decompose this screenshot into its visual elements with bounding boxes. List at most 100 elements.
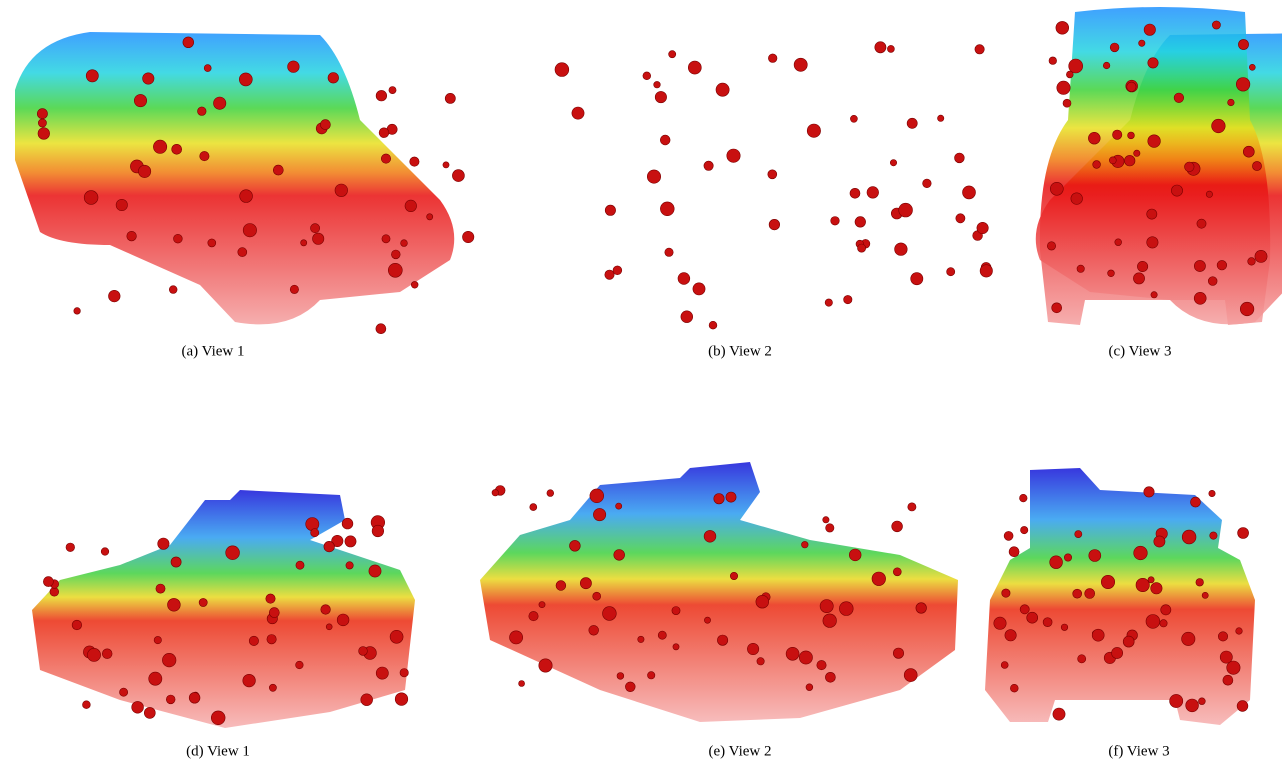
point-marker [1151, 292, 1157, 298]
point-marker [593, 592, 601, 600]
point-marker [1075, 531, 1082, 538]
point-marker [648, 672, 655, 679]
point-marker [823, 614, 837, 628]
point-marker [1057, 81, 1070, 94]
point-marker [120, 688, 128, 696]
point-marker [893, 648, 903, 658]
point-marker [672, 607, 680, 615]
point-marker [625, 682, 635, 692]
point-marker [400, 669, 408, 677]
point-marker [726, 492, 736, 502]
point-marker [405, 200, 417, 212]
point-marker [1124, 155, 1135, 166]
point-marker [826, 524, 834, 532]
point-marker [1171, 185, 1182, 196]
point-marker [1134, 546, 1148, 560]
point-marker [1137, 261, 1147, 271]
point-marker [204, 65, 211, 72]
point-marker [1147, 209, 1157, 219]
point-marker [1113, 130, 1122, 139]
point-marker [1123, 636, 1134, 647]
point-marker [390, 630, 403, 643]
point-marker [730, 572, 737, 579]
point-marker [875, 42, 886, 53]
point-marker [401, 240, 408, 247]
point-marker [1249, 64, 1255, 70]
point-marker [1174, 93, 1184, 103]
point-marker [605, 270, 614, 279]
point-marker [382, 235, 390, 243]
point-marker [1228, 99, 1235, 106]
point-marker [893, 568, 901, 576]
point-marker [1056, 21, 1069, 34]
point-marker [1089, 550, 1101, 562]
point-marker [1092, 629, 1104, 641]
point-marker [1050, 182, 1063, 195]
point-marker [427, 214, 433, 220]
point-marker [895, 243, 908, 256]
point-marker [153, 140, 166, 153]
figure: (a) View 1 (b) View 2 (c) View 3 (d) Vie… [0, 0, 1282, 775]
caption: (c) View 3 [1109, 343, 1172, 359]
point-marker [1071, 193, 1083, 205]
point-marker [539, 602, 545, 608]
point-marker [825, 672, 835, 682]
point-marker [643, 72, 651, 80]
point-marker [116, 199, 127, 210]
caption: (d) View 1 [186, 743, 250, 759]
point-marker [1185, 162, 1195, 172]
point-marker [831, 217, 840, 226]
point-marker [324, 541, 335, 552]
point-marker [84, 191, 98, 205]
point-marker [1047, 242, 1055, 250]
point-marker [1052, 303, 1062, 313]
point-marker [616, 503, 622, 509]
point-marker [1238, 39, 1248, 49]
point-marker [311, 224, 320, 233]
point-marker [688, 61, 701, 74]
point-marker [872, 572, 886, 586]
point-marker [654, 81, 661, 88]
point-marker [198, 107, 207, 116]
point-marker [1218, 632, 1227, 641]
point-marker [267, 635, 276, 644]
point-marker [916, 603, 927, 614]
point-marker [172, 144, 182, 154]
point-marker [1236, 628, 1243, 635]
point-marker [547, 490, 554, 497]
point-marker [1217, 260, 1227, 270]
point-marker [269, 608, 279, 618]
point-marker [1199, 698, 1206, 705]
point-marker [1128, 132, 1135, 139]
point-marker [617, 673, 624, 680]
point-marker [301, 240, 307, 246]
point-marker [908, 503, 916, 511]
point-marker [1196, 579, 1204, 587]
point-marker [660, 202, 674, 216]
point-marker [1194, 292, 1206, 304]
point-marker [1243, 146, 1254, 157]
point-marker [849, 549, 861, 561]
point-marker [1208, 277, 1217, 286]
point-marker [1212, 21, 1220, 29]
point-marker [655, 91, 666, 102]
point-marker [369, 565, 381, 577]
point-marker [1161, 605, 1171, 615]
point-marker [376, 90, 387, 101]
point-marker [757, 658, 764, 665]
point-marker [555, 63, 569, 77]
point-marker [1027, 612, 1038, 623]
point-marker [243, 674, 256, 687]
point-marker [154, 636, 161, 643]
point-marker [200, 151, 209, 160]
point-marker [1010, 684, 1018, 692]
point-marker [168, 598, 181, 611]
point-marker [1160, 620, 1167, 627]
point-marker [1002, 589, 1010, 597]
point-marker [1085, 589, 1095, 599]
point-marker [1077, 265, 1084, 272]
point-marker [580, 578, 591, 589]
point-marker [127, 231, 137, 241]
point-marker [38, 119, 46, 127]
point-marker [83, 701, 91, 709]
